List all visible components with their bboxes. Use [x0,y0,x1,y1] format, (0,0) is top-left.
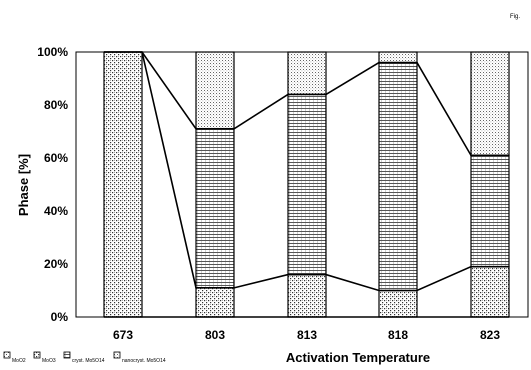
bar-segment-cryst-mo5o14-823 [470,154,510,268]
y-tick-label: 80% [44,98,68,112]
legend-item-moo2: MoO2 [3,351,26,364]
bar-segment-nanocryst-mo5o14-818 [378,51,418,64]
legend-item-cryst-mo5o14: cryst. Mo5O14 [63,351,105,364]
connector-line-3 [104,51,509,157]
bar-segment-cryst-mo5o14-803 [195,128,235,289]
bar-segment-cryst-mo5o14-813 [287,93,327,276]
bar-segment-nanocryst-mo5o14-803 [195,51,235,130]
legend-item-moo3: MoO3 [33,351,56,364]
x-tick-labels: 673 803 813 818 823 [113,328,500,342]
legend-item-nanocryst-mo5o14: nanocryst. Mo5O14 [113,351,166,364]
legend-swatch [63,351,71,359]
x-tick-label: 813 [297,328,317,342]
y-tick-label: 60% [44,151,68,165]
legend-label: nanocryst. Mo5O14 [122,358,166,364]
x-axis-title: Activation Temperature [286,350,430,365]
x-tick-label: 803 [205,328,225,342]
legend-swatch [113,351,121,359]
corner-mark: Fig. [510,14,520,20]
y-tick-label: 0% [51,310,69,324]
legend-swatch [3,351,11,359]
bar-segment-moo3-823 [470,266,510,318]
legend-swatch [33,351,41,359]
legend-label: MoO3 [42,358,56,364]
bar-segment-moo3-813 [287,274,327,318]
plot-area: 0% 20% 40% 60% 80% 100% 673 803 813 818 823 [37,45,529,342]
bar-segment-moo3-803 [195,287,235,318]
y-tick-label: 40% [44,204,68,218]
bar-segment-moo3-673 [103,51,143,318]
legend: MoO2 MoO3 cryst. Mo5O14 nanocryst. Mo5O14 [3,351,166,364]
connector-lines [104,51,509,318]
legend-label: cryst. Mo5O14 [72,358,105,364]
legend-label: MoO2 [12,358,26,364]
bar-segment-cryst-mo5o14-818 [378,61,418,292]
y-tick-labels: 0% 20% 40% 60% 80% 100% [37,45,68,324]
x-tick-label: 673 [113,328,133,342]
x-tick-label: 818 [388,328,408,342]
bar-segment-nanocryst-mo5o14-813 [287,51,327,96]
x-tick-label: 823 [480,328,500,342]
y-axis-title: Phase [%] [16,154,31,216]
y-tick-label: 20% [44,257,68,271]
bar-segment-moo3-818 [378,289,418,318]
connector-line-2 [104,51,509,292]
bar-segment-nanocryst-mo5o14-823 [470,51,510,156]
y-tick-label: 100% [37,45,68,59]
